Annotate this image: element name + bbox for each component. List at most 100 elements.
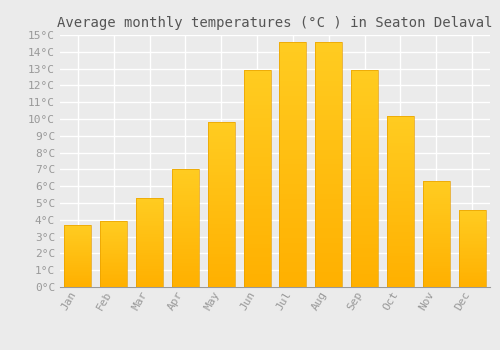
Bar <box>208 142 234 145</box>
Bar <box>208 122 234 287</box>
Bar <box>172 169 199 287</box>
Bar <box>351 218 378 222</box>
Bar <box>64 257 92 258</box>
Bar <box>458 284 485 286</box>
Bar <box>100 234 127 236</box>
Bar <box>64 240 92 241</box>
Bar <box>387 167 414 170</box>
Bar <box>423 236 450 238</box>
Bar <box>316 91 342 96</box>
Bar <box>387 160 414 163</box>
Bar <box>280 76 306 81</box>
Bar <box>351 196 378 200</box>
Bar <box>423 200 450 202</box>
Bar <box>316 174 342 179</box>
Bar <box>172 176 199 179</box>
Bar <box>244 79 270 83</box>
Bar <box>100 245 127 246</box>
Bar <box>244 239 270 244</box>
Bar <box>64 277 92 278</box>
Bar <box>172 261 199 264</box>
Bar <box>423 232 450 234</box>
Bar <box>280 160 306 164</box>
Bar <box>387 198 414 201</box>
Bar <box>244 283 270 287</box>
Bar <box>208 247 234 251</box>
Bar <box>458 247 485 248</box>
Bar <box>244 209 270 213</box>
Bar <box>64 266 92 267</box>
Bar <box>280 214 306 218</box>
Bar <box>136 257 163 259</box>
Bar <box>423 243 450 245</box>
Bar <box>64 232 92 233</box>
Bar <box>172 271 199 273</box>
Bar <box>387 229 414 232</box>
Bar <box>351 244 378 248</box>
Bar <box>208 257 234 261</box>
Bar <box>423 261 450 264</box>
Bar <box>280 228 306 233</box>
Bar <box>100 264 127 265</box>
Bar <box>387 157 414 160</box>
Bar <box>316 282 342 287</box>
Bar <box>316 218 342 223</box>
Bar <box>100 270 127 271</box>
Bar <box>136 210 163 212</box>
Bar <box>136 233 163 235</box>
Bar <box>64 281 92 282</box>
Bar <box>423 257 450 259</box>
Bar <box>64 242 92 244</box>
Bar <box>244 105 270 109</box>
Bar <box>316 160 342 164</box>
Bar <box>387 119 414 122</box>
Bar <box>458 211 485 213</box>
Bar <box>208 195 234 198</box>
Bar <box>280 155 306 160</box>
Bar <box>64 255 92 256</box>
Bar <box>172 207 199 209</box>
Bar <box>100 237 127 238</box>
Bar <box>387 260 414 263</box>
Bar <box>136 266 163 267</box>
Bar <box>387 273 414 277</box>
Bar <box>423 234 450 236</box>
Bar <box>280 277 306 282</box>
Bar <box>458 210 485 287</box>
Bar <box>423 272 450 274</box>
Bar <box>100 222 127 287</box>
Bar <box>208 241 234 244</box>
Bar <box>136 251 163 253</box>
Bar <box>172 200 199 202</box>
Bar <box>136 218 163 219</box>
Bar <box>387 153 414 157</box>
Bar <box>64 248 92 250</box>
Bar <box>64 264 92 265</box>
Bar <box>244 70 270 287</box>
Bar <box>100 271 127 273</box>
Bar <box>100 256 127 257</box>
Bar <box>423 264 450 266</box>
Bar <box>172 221 199 224</box>
Bar <box>64 244 92 245</box>
Bar <box>316 66 342 71</box>
Bar <box>351 122 378 127</box>
Bar <box>244 183 270 187</box>
Bar <box>423 188 450 190</box>
Bar <box>351 70 378 287</box>
Bar <box>316 47 342 51</box>
Bar <box>423 255 450 257</box>
Bar <box>280 100 306 105</box>
Bar <box>64 274 92 276</box>
Bar <box>316 169 342 174</box>
Bar <box>136 200 163 202</box>
Bar <box>136 239 163 241</box>
Bar <box>280 282 306 287</box>
Bar <box>208 122 234 126</box>
Bar <box>387 163 414 167</box>
Bar <box>64 270 92 271</box>
Bar <box>351 70 378 75</box>
Bar <box>100 265 127 266</box>
Bar <box>208 264 234 267</box>
Bar <box>351 187 378 192</box>
